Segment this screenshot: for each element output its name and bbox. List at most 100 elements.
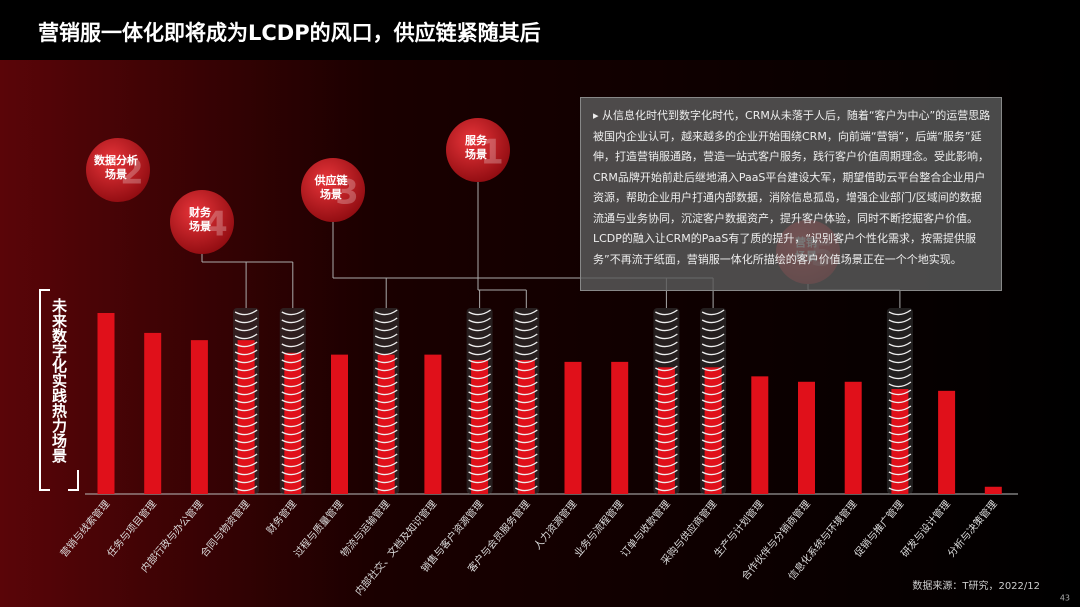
coil [655,397,678,404]
coil [281,413,305,420]
coil [234,341,258,348]
coil [281,373,305,380]
coil [514,373,538,380]
coil [514,349,538,356]
bar [751,376,769,494]
coil [374,469,398,476]
coil [281,445,305,452]
bar [984,486,1002,494]
coil [374,325,398,332]
coil [888,349,912,356]
coil [374,453,398,460]
bar [424,354,442,494]
coil [374,461,398,468]
page-number: 43 [1060,594,1070,603]
coil [514,309,538,316]
coil [234,325,258,332]
coil [701,349,725,356]
scenario-rank: 2 [120,153,144,193]
scenario-bubble [301,158,365,222]
coil [468,421,491,428]
coil [468,413,491,420]
coil [701,469,725,476]
coil [888,325,912,332]
label-bracket [39,289,79,491]
coil [468,405,491,412]
coil [374,397,398,404]
coil [234,357,258,364]
coil [468,341,491,348]
coil [514,405,538,412]
coil [281,381,305,388]
coil [888,373,912,380]
coil [888,405,912,412]
coil [655,421,678,428]
coil [468,373,491,380]
coil [655,333,678,340]
coil [374,405,398,412]
coil [701,397,725,404]
coil [888,397,912,404]
coil [655,445,678,452]
coil [281,365,305,372]
coil [281,389,305,396]
coil [234,453,258,460]
coil [655,429,678,436]
coil [701,317,725,324]
coil [281,333,305,340]
coil [888,485,912,492]
coil [468,445,491,452]
coil [514,341,538,348]
coil [374,309,398,316]
scenario-rank: 1 [480,133,504,173]
scenario-label-line: 场景 [105,167,127,181]
coil [281,405,305,412]
bar [377,354,395,494]
coil [234,373,258,380]
note-box: 从信息化时代到数字化时代，CRM从未落于人后，随着“客户为中心”的运营思路被国内… [580,97,1002,291]
bar [144,332,162,494]
coil [281,349,305,356]
coil [281,317,305,324]
coil [514,453,538,460]
coil [701,405,725,412]
coil [888,333,912,340]
coil [655,325,678,332]
coil [374,429,398,436]
bar [704,367,722,494]
scenario-rank: 3 [335,173,359,213]
coil [374,485,398,492]
scenario-label: 数据分析场景 [94,153,138,181]
coil [701,309,725,316]
coil [281,485,305,492]
coil [514,469,538,476]
scenario-label-line: 场景 [465,147,487,161]
coil [888,413,912,420]
coil [514,413,538,420]
bar [564,361,582,494]
coil [468,333,491,340]
coil [655,381,678,388]
coil [888,357,912,364]
coil [655,461,678,468]
scenario-label-line: 服务 [465,133,488,147]
coil [514,397,538,404]
coil [701,325,725,332]
bar [657,367,675,494]
scenario-label-line: 财务 [188,205,212,219]
coil [468,477,491,484]
scenario-label: 财务场景 [188,205,212,233]
coil [281,477,305,484]
coil [655,389,678,396]
coil [888,461,912,468]
bar [190,340,208,494]
coil [655,349,678,356]
coil [234,429,258,436]
coil [281,461,305,468]
coil [281,469,305,476]
coil [701,421,725,428]
coil [234,349,258,356]
coil [888,445,912,452]
